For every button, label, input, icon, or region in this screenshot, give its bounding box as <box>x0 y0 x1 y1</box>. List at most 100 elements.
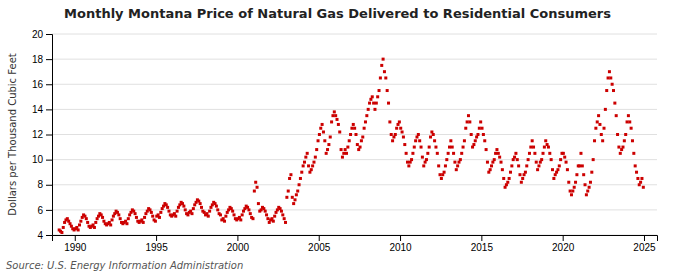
point <box>466 120 469 123</box>
point <box>529 146 532 149</box>
point <box>395 127 398 130</box>
point <box>94 221 97 224</box>
plot-area: 1990199520002005201020152020202546810121… <box>7 29 658 253</box>
point <box>639 181 642 184</box>
y-tick-label: 12 <box>32 129 44 140</box>
point <box>272 220 275 223</box>
point <box>556 168 559 171</box>
point <box>368 102 371 105</box>
point <box>331 114 334 117</box>
x-tick-mark <box>563 235 564 241</box>
point <box>456 164 459 167</box>
y-tick: 8 <box>37 179 52 190</box>
point <box>536 168 539 171</box>
y-tick-label: 4 <box>37 230 43 241</box>
point <box>540 158 543 161</box>
point <box>460 152 463 155</box>
point <box>627 114 630 117</box>
point <box>365 114 368 117</box>
x-tick-mark <box>644 235 645 241</box>
grid-line <box>52 134 657 135</box>
point <box>448 146 451 149</box>
point <box>337 123 340 126</box>
y-tick-mark <box>46 160 52 161</box>
y-tick-mark <box>46 210 52 211</box>
point <box>609 76 612 79</box>
point <box>425 158 428 161</box>
point <box>344 148 347 151</box>
point <box>192 207 195 210</box>
point <box>565 161 568 164</box>
point <box>295 193 298 196</box>
point <box>398 120 401 123</box>
point <box>326 148 329 151</box>
point <box>569 190 572 193</box>
point <box>371 95 374 98</box>
x-tick-label: 2015 <box>471 242 494 253</box>
point <box>251 217 254 220</box>
point <box>589 181 592 184</box>
point <box>378 89 381 92</box>
point <box>605 89 608 92</box>
point <box>531 139 534 142</box>
grid-line <box>52 209 657 210</box>
point <box>62 226 65 229</box>
point <box>510 164 513 167</box>
point <box>544 139 547 142</box>
point <box>422 164 425 167</box>
point <box>348 139 351 142</box>
point <box>306 152 309 155</box>
point <box>330 120 333 123</box>
point <box>607 76 610 79</box>
point <box>497 152 500 155</box>
point <box>265 213 268 216</box>
point <box>109 223 112 226</box>
point <box>640 177 643 180</box>
point <box>636 177 639 180</box>
point <box>596 120 599 123</box>
point <box>611 83 614 86</box>
x-axis: 19901995200020052010201520202025 <box>53 235 658 253</box>
point <box>567 181 570 184</box>
point <box>338 130 341 133</box>
point <box>384 76 387 79</box>
point <box>535 161 538 164</box>
point <box>254 181 257 184</box>
x-tick-label: 2025 <box>633 242 656 253</box>
x-tick-mark <box>156 235 157 241</box>
point <box>312 161 315 164</box>
point <box>402 136 405 139</box>
point <box>219 213 222 216</box>
point <box>79 220 82 223</box>
point <box>411 152 414 155</box>
x-tick-label: 2005 <box>308 242 331 253</box>
y-tick: 4 <box>37 230 52 241</box>
point <box>359 146 362 149</box>
point <box>474 139 477 142</box>
point <box>495 148 498 151</box>
point <box>537 164 540 167</box>
point <box>151 215 154 218</box>
point <box>191 212 194 215</box>
point <box>376 95 379 98</box>
point <box>486 161 489 164</box>
point <box>558 164 561 167</box>
point <box>294 198 297 201</box>
point <box>356 143 359 146</box>
point <box>617 146 620 149</box>
point <box>287 190 290 193</box>
point <box>573 186 576 189</box>
point <box>327 143 330 146</box>
point <box>289 173 292 176</box>
point <box>405 152 408 155</box>
point <box>233 213 236 216</box>
point <box>414 139 417 142</box>
points <box>58 58 645 234</box>
point <box>482 133 485 136</box>
point <box>199 202 202 205</box>
point <box>429 136 432 139</box>
point <box>559 158 562 161</box>
point <box>598 123 601 126</box>
point <box>514 152 517 155</box>
x-tick: 2000 <box>227 235 250 253</box>
